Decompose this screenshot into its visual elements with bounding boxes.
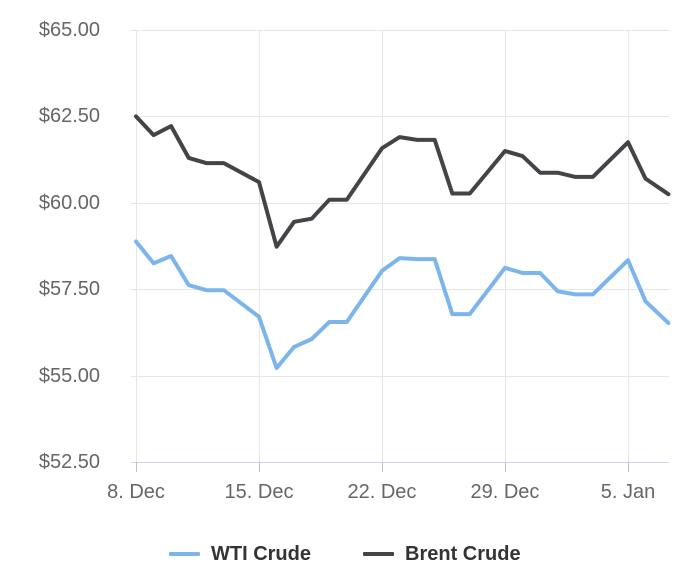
legend-item-wti-crude[interactable]: WTI Crude <box>169 540 311 568</box>
wti-line-swatch-icon <box>169 552 200 556</box>
x-axis <box>131 462 669 472</box>
y-axis-label: $62.50 <box>38 105 100 128</box>
x-axis-label: 29. Dec <box>470 481 540 503</box>
x-axis-label: 22. Dec <box>347 481 417 503</box>
series-lines <box>134 114 671 370</box>
legend-label: WTI Crude <box>211 542 311 565</box>
x-axis-label: 15. Dec <box>224 481 294 503</box>
legend: WTI Crude Brent Crude <box>0 540 700 568</box>
y-axis-label: $55.00 <box>38 364 100 387</box>
y-axis-label: $52.50 <box>38 451 100 473</box>
wti-crude-line[interactable] <box>134 239 671 370</box>
brent-line-swatch-icon <box>363 552 394 556</box>
brent-crude-line[interactable] <box>134 114 671 249</box>
x-axis-label: 8. Dec <box>107 481 165 503</box>
legend-label: Brent Crude <box>405 542 521 565</box>
y-axis-label: $65.00 <box>38 19 100 41</box>
x-axis-label: 5. Jan <box>600 481 656 503</box>
legend-item-brent-crude[interactable]: Brent Crude <box>363 540 521 568</box>
y-axis-label: $60.00 <box>38 191 100 214</box>
y-axis-label: $57.50 <box>38 278 100 301</box>
gridlines <box>131 30 669 462</box>
